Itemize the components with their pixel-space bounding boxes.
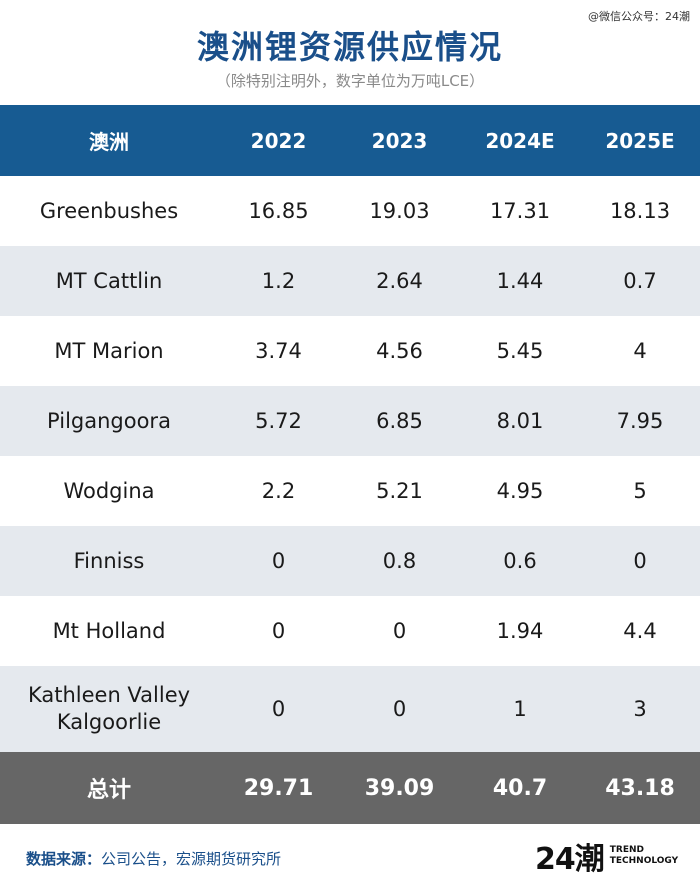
header-2023: 2023	[339, 105, 460, 176]
value-cell: 0	[218, 596, 339, 666]
table-row: Kathleen Valley Kalgoorlie 0 0 1 3	[0, 666, 700, 752]
value-cell: 2.64	[339, 246, 460, 316]
value-cell: 0.7	[580, 246, 700, 316]
table-row: MT Cattlin 1.2 2.64 1.44 0.7	[0, 246, 700, 316]
value-cell: 4.4	[580, 596, 700, 666]
value-cell: 17.31	[460, 176, 580, 246]
source-note: 数据来源：公司公告，宏源期货研究所	[26, 848, 281, 869]
mine-name: Pilgangoora	[0, 386, 218, 456]
header-2022: 2022	[218, 105, 339, 176]
value-cell: 1.44	[460, 246, 580, 316]
source-text: 公司公告，宏源期货研究所	[101, 850, 282, 868]
mine-name: Greenbushes	[0, 176, 218, 246]
header-region: 澳洲	[0, 105, 218, 176]
page-title: 澳洲锂资源供应情况	[196, 28, 503, 66]
value-cell: 3.74	[218, 316, 339, 386]
total-value: 40.7	[460, 752, 580, 824]
value-cell: 1.2	[218, 246, 339, 316]
value-cell: 7.95	[580, 386, 700, 456]
value-cell: 5.72	[218, 386, 339, 456]
mine-name: Mt Holland	[0, 596, 218, 666]
total-value: 39.09	[339, 752, 460, 824]
total-value: 29.71	[218, 752, 339, 824]
value-cell: 4.56	[339, 316, 460, 386]
value-cell: 0	[339, 596, 460, 666]
value-cell: 5.45	[460, 316, 580, 386]
value-cell: 4	[580, 316, 700, 386]
mine-name-line: Kathleen Valley	[27, 683, 191, 707]
value-cell: 5	[580, 456, 700, 526]
supply-table: 澳洲 2022 2023 2024E 2025E Greenbushes 16.…	[0, 105, 700, 824]
page-subtitle: （除特别注明外，数字单位为万吨LCE）	[215, 72, 485, 90]
value-cell: 2.2	[218, 456, 339, 526]
mine-name-line: Kalgoorlie	[56, 710, 162, 734]
total-row: 总计 29.71 39.09 40.7 43.18	[0, 752, 700, 824]
logo-mark: 24潮	[535, 842, 605, 877]
value-cell: 1.94	[460, 596, 580, 666]
header-2025e: 2025E	[580, 105, 700, 176]
table-row: Mt Holland 0 0 1.94 4.4	[0, 596, 700, 666]
total-label: 总计	[0, 752, 218, 824]
value-cell: 8.01	[460, 386, 580, 456]
value-cell: 16.85	[218, 176, 339, 246]
value-cell: 0	[580, 526, 700, 596]
table-row: Finniss 0 0.8 0.6 0	[0, 526, 700, 596]
brand-logo: 24潮 TREND TECHNOLOGY	[535, 834, 678, 878]
logo-tagline-line: TREND	[609, 845, 644, 855]
mine-name: MT Cattlin	[0, 246, 218, 316]
value-cell: 6.85	[339, 386, 460, 456]
mine-name: Finniss	[0, 526, 218, 596]
table-row: MT Marion 3.74 4.56 5.45 4	[0, 316, 700, 386]
table-header-row: 澳洲 2022 2023 2024E 2025E	[0, 105, 700, 176]
value-cell: 0.6	[460, 526, 580, 596]
table-row: Pilgangoora 5.72 6.85 8.01 7.95	[0, 386, 700, 456]
logo-tagline: TREND TECHNOLOGY	[610, 845, 678, 867]
value-cell: 0.8	[339, 526, 460, 596]
total-value: 43.18	[580, 752, 700, 824]
table-row: Greenbushes 16.85 19.03 17.31 18.13	[0, 176, 700, 246]
value-cell: 0	[339, 666, 460, 752]
value-cell: 4.95	[460, 456, 580, 526]
value-cell: 5.21	[339, 456, 460, 526]
header-2024e: 2024E	[460, 105, 580, 176]
value-cell: 1	[460, 666, 580, 752]
watermark: @微信公众号：24潮	[588, 10, 690, 23]
value-cell: 19.03	[339, 176, 460, 246]
mine-name: Kathleen Valley Kalgoorlie	[0, 666, 218, 752]
value-cell: 0	[218, 526, 339, 596]
value-cell: 3	[580, 666, 700, 752]
table-row: Wodgina 2.2 5.21 4.95 5	[0, 456, 700, 526]
mine-name: Wodgina	[0, 456, 218, 526]
value-cell: 18.13	[580, 176, 700, 246]
value-cell: 0	[218, 666, 339, 752]
logo-tagline-line: TECHNOLOGY	[609, 856, 679, 866]
source-label: 数据来源：	[26, 850, 102, 868]
mine-name: MT Marion	[0, 316, 218, 386]
